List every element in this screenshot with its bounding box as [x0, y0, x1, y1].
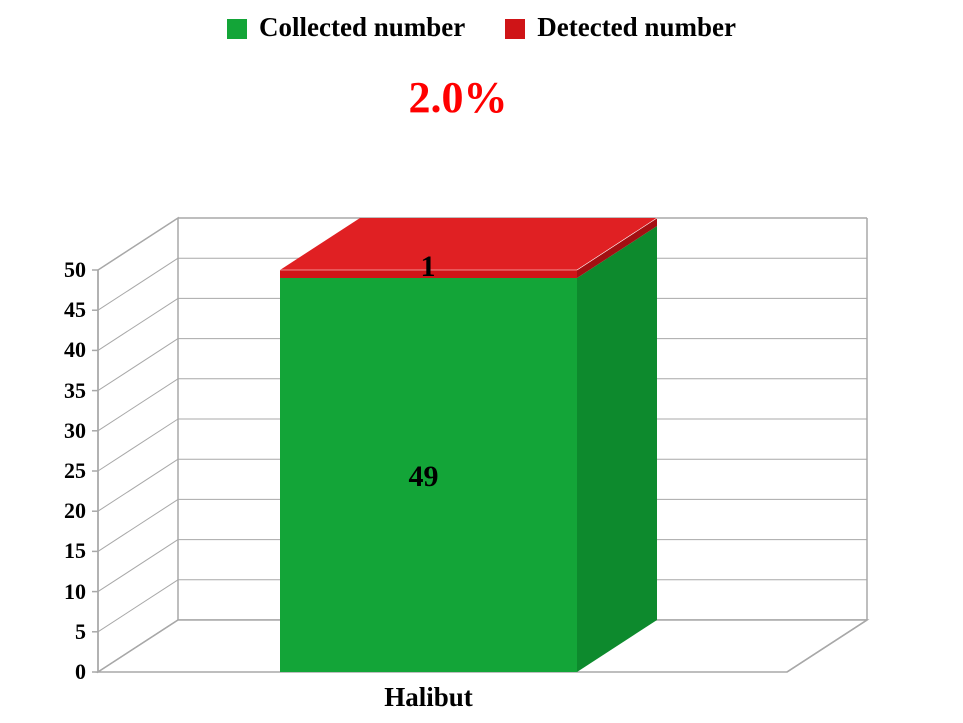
y-tick-label: 30: [0, 418, 86, 444]
chart-container: Collected number Detected number 2.0% 0 5…: [0, 0, 963, 723]
y-tick-label: 40: [0, 337, 86, 363]
y-tick-label: 15: [0, 538, 86, 564]
y-tick-label: 25: [0, 458, 86, 484]
bar-value-label-collected: 49: [409, 460, 439, 494]
y-tick-label: 0: [0, 659, 86, 685]
bar-value-label-detected: 1: [421, 250, 436, 284]
legend-swatch-collected: [227, 19, 247, 39]
legend: Collected number Detected number: [0, 12, 963, 43]
y-tick-label: 45: [0, 297, 86, 323]
legend-item-collected: Collected number: [227, 12, 465, 43]
legend-label-collected: Collected number: [259, 12, 465, 42]
legend-label-detected: Detected number: [537, 12, 736, 42]
y-tick-label: 35: [0, 378, 86, 404]
legend-swatch-detected: [505, 19, 525, 39]
y-tick-label: 20: [0, 498, 86, 524]
y-tick-label: 5: [0, 619, 86, 645]
legend-item-detected: Detected number: [505, 12, 736, 43]
x-axis-category-label: Halibut: [280, 682, 577, 713]
percentage-label: 2.0%: [409, 72, 508, 123]
y-tick-label: 50: [0, 257, 86, 283]
y-tick-label: 10: [0, 579, 86, 605]
